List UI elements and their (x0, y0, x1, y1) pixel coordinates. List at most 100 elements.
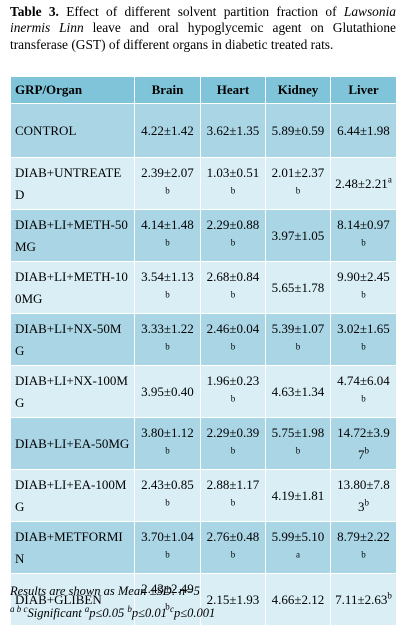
liver-value-cell: 8.14±0.97 b (330, 209, 397, 262)
sig-prefix: a b c (10, 603, 28, 614)
brain-significance-mark: b (165, 341, 170, 352)
kidney-value: 4.19±1.81 (271, 487, 325, 503)
brain-value: 2.43±2.49 (141, 580, 194, 596)
liver-significance-mark: a (387, 174, 392, 185)
kidney-value-cell: 5.89±0.59 (265, 103, 331, 158)
heart-significance-mark: b (230, 185, 236, 196)
group-cell: DIAB+LI+METH-50MG (10, 209, 135, 262)
kidney-value: 3.97±1.05 (271, 227, 325, 243)
heart-value-cell: 2.46±0.04 b (200, 313, 266, 366)
liver-value-cell: 4.74±6.04 b (330, 365, 397, 418)
group-cell: DIAB+LI+NX-50MG (10, 313, 135, 366)
sig-c: p≤0.001 (174, 606, 216, 620)
header-kidney: Kidney (265, 76, 331, 104)
header-brain: Brain (134, 76, 201, 104)
header-group: GRP/Organ (10, 76, 135, 104)
header-row: GRP/Organ Brain Heart Kidney Liver (10, 76, 397, 104)
heart-value-cell: 2.29±0.39 b (200, 417, 266, 470)
liver-value: 14.72±3.97 (337, 424, 390, 462)
table-row: DIAB+LI+METH-50MG 4.14±1.48 b 2.29±0.88 b 3.9… (10, 209, 397, 262)
brain-value-cell: 2.43±2.49 b (134, 573, 201, 626)
liver-significance-mark: b (364, 445, 370, 456)
table-row: DIAB+GLIBEN 2.43±2.49 b 2.15±1.93 4.66±2.12 7… (10, 573, 397, 626)
table-row: DIAB+METFORMIN 3.70±1.04 b 2.76±0.48 b 5.99±5… (10, 521, 397, 574)
heart-value-cell: 1.03±0.51 b (200, 157, 266, 210)
liver-value: 2.48±2.21 (335, 175, 388, 191)
heart-value-cell: 2.68±0.84 b (200, 261, 266, 314)
brain-value-cell: 2.39±2.07 b (134, 157, 201, 210)
brain-value: 2.43±0.85 (141, 476, 194, 492)
table-notes: Results are shown as Mean ±SD: n=5 a b c… (10, 580, 400, 624)
heart-value: 2.76±0.48 (206, 528, 260, 544)
kidney-value-cell: 3.97±1.05 (265, 209, 331, 262)
table-row: DIAB+LI+EA-100MG 2.43±0.85 b 2.88±1.17 b 4.19… (10, 469, 397, 522)
table-caption: Table 3. Effect of different solvent par… (10, 4, 396, 53)
kidney-significance-mark: b (295, 445, 301, 456)
liver-value-cell: 9.90±2.45 b (330, 261, 397, 314)
heart-value: 2.88±1.17 (206, 476, 260, 492)
liver-value-cell: 3.02±1.65 b (330, 313, 397, 366)
kidney-significance-mark: b (295, 341, 301, 352)
brain-value: 4.22±1.42 (141, 122, 194, 138)
brain-significance-mark: b (165, 185, 170, 196)
heart-significance-mark: b (230, 393, 236, 404)
sig-b-sup: b (127, 603, 132, 614)
table-row: DIAB+LI+METH-100MG 3.54±1.13 b 2.68±0.84 b 5.… (10, 261, 397, 314)
heart-value: 1.96±0.23 (206, 372, 260, 388)
results-note: Results are shown as Mean ±SD: n=5 (10, 584, 200, 598)
kidney-significance-mark: b (295, 185, 301, 196)
brain-significance-mark: b (165, 497, 170, 508)
kidney-value-cell: 2.01±2.37 b (265, 157, 331, 210)
heart-value-cell: 2.88±1.17 b (200, 469, 266, 522)
kidney-value: 4.63±1.34 (271, 383, 325, 399)
group-cell: DIAB+LI+NX-100MG (10, 365, 135, 418)
group-cell: DIAB+LI+EA-50MG (10, 417, 135, 470)
group-cell: DIAB+LI+METH-100MG (10, 261, 135, 314)
liver-value-cell: 6.44±1.98 (330, 103, 397, 158)
heart-significance-mark: b (230, 445, 236, 456)
table-row: CONTROL 4.22±1.42 3.62±1.35 5.89±0.59 6.44±1… (10, 103, 397, 158)
caption-text-b: leave and oral hypoglycemic agent on Glu… (10, 20, 396, 52)
liver-value: 9.90±2.45 (337, 268, 390, 284)
heart-significance-mark: b (230, 237, 236, 248)
liver-value: 7.11±2.63 (335, 591, 388, 607)
kidney-value: 5.65±1.78 (271, 279, 325, 295)
kidney-value: 2.01±2.37 (271, 164, 325, 180)
brain-significance-mark: b (165, 237, 170, 248)
brain-value-cell: 3.80±1.12 b (134, 417, 201, 470)
heart-significance-mark: b (230, 497, 236, 508)
kidney-value-cell: 4.66±2.12 (265, 573, 331, 626)
heart-value: 2.15±1.93 (206, 591, 260, 607)
heart-value-cell: 2.76±0.48 b (200, 521, 266, 574)
brain-value-cell: 3.95±0.40 (134, 365, 201, 418)
brain-value-cell: 3.70±1.04 b (134, 521, 201, 574)
table-row: DIAB+LI+EA-50MG 3.80±1.12b 2.29±0.39b 5.75±… (10, 417, 397, 470)
brain-value: 3.33±1.22 (141, 320, 194, 336)
kidney-value: 5.39±1.07 (271, 320, 325, 336)
kidney-significance-mark: a (296, 549, 300, 560)
brain-value-cell: 2.43±0.85 b (134, 469, 201, 522)
heart-significance-mark: b (230, 549, 236, 560)
gst-table: GRP/Organ Brain Heart Kidney Liver CONTR… (10, 76, 397, 626)
kidney-value: 5.89±0.59 (271, 122, 325, 138)
liver-value: 8.79±2.22 (337, 528, 390, 544)
sig-b: p≤0.01 (131, 606, 171, 620)
liver-value: 8.14±0.97 (337, 216, 390, 232)
header-liver: Liver (330, 76, 397, 104)
sig-c-sup: c (170, 603, 175, 614)
liver-value: 13.80±7.83 (337, 476, 390, 514)
heart-value-cell: 1.96±0.23 b (200, 365, 266, 418)
caption-text-a: Effect of different solvent partition fr… (58, 4, 344, 19)
liver-value-cell: 2.48±2.21a (330, 157, 397, 210)
sig-a: p≤0.05 (89, 606, 128, 620)
heart-value: 2.46±0.04 (206, 320, 260, 336)
group-cell: DIAB+METFORMIN (10, 521, 135, 574)
liver-value: 6.44±1.98 (337, 122, 390, 138)
group-cell: DIAB+UNTREATED (10, 157, 135, 210)
brain-value: 3.80±1.12 (141, 424, 194, 440)
group-cell: DIAB+LI+EA-100MG (10, 469, 135, 522)
significance-note: a b cSignificant ap≤0.05 bp≤0.01 cp≤0.00… (10, 602, 400, 624)
liver-value: 3.02±1.65 (337, 320, 390, 336)
liver-significance-mark: b (361, 289, 366, 300)
heart-value: 2.68±0.84 (206, 268, 260, 284)
